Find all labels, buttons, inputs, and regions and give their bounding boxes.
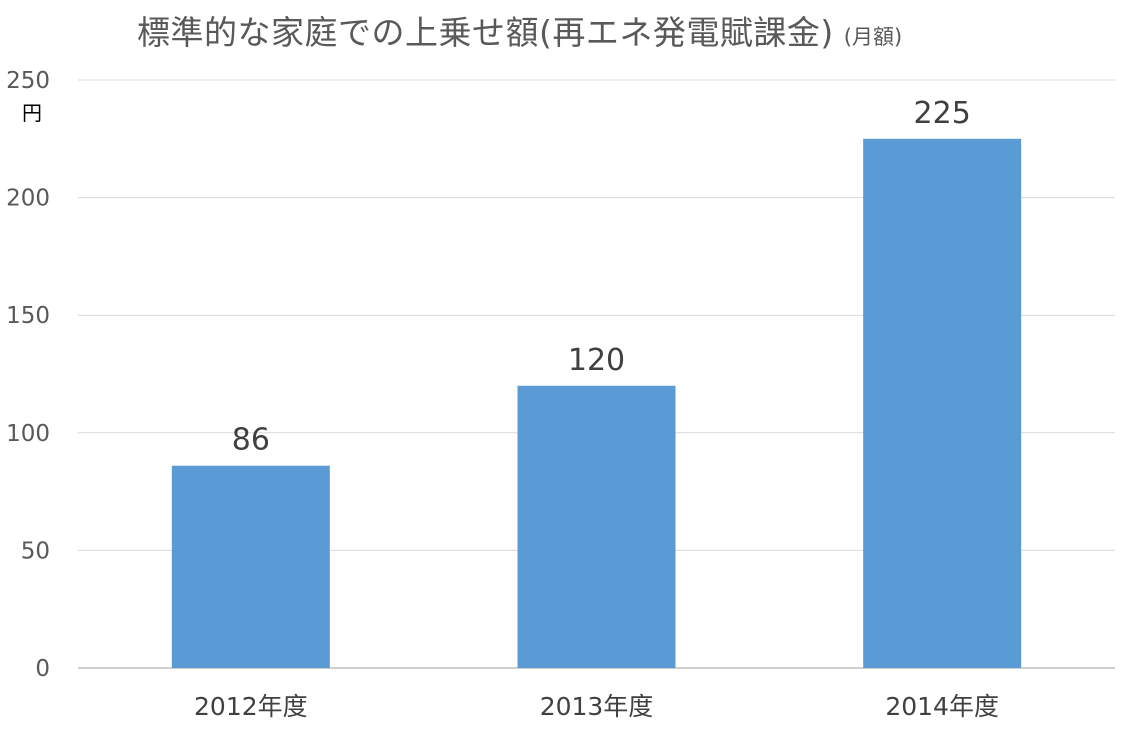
x-tick-label: 2014年度 xyxy=(885,692,999,721)
x-tick-label: 2013年度 xyxy=(540,692,654,721)
data-label: 86 xyxy=(232,423,270,458)
chart-subtitle: (月額) xyxy=(843,25,903,49)
y-axis-unit-label: 円 xyxy=(22,101,42,125)
x-tick-label: 2012年度 xyxy=(194,692,308,721)
y-tick-label: 200 xyxy=(6,186,50,212)
bar xyxy=(863,138,1022,669)
data-label: 120 xyxy=(568,343,625,378)
y-tick-label: 0 xyxy=(35,656,50,682)
y-tick-label: 150 xyxy=(6,303,50,329)
chart-title-main: 標準的な家庭での上乗せ額(再エネ発電賦課金) xyxy=(137,13,834,52)
data-label: 225 xyxy=(914,96,971,131)
chart-title: 標準的な家庭での上乗せ額(再エネ発電賦課金) (月額) xyxy=(137,6,902,54)
y-tick-label: 250 xyxy=(6,68,50,94)
bar xyxy=(517,385,676,668)
y-tick-label: 50 xyxy=(21,538,50,564)
bar xyxy=(171,465,330,668)
y-tick-label: 100 xyxy=(6,421,50,447)
